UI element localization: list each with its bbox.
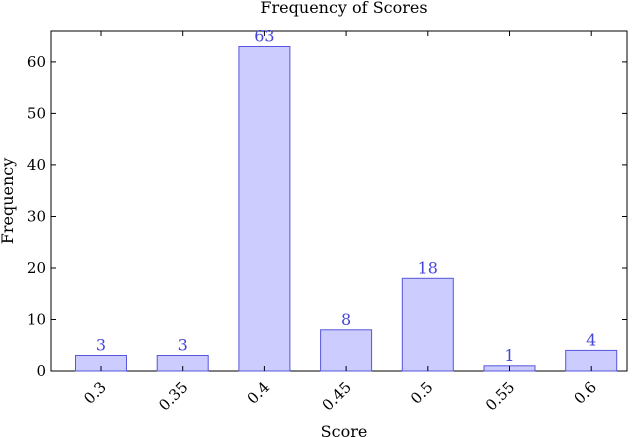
x-axis-label: Score: [321, 422, 368, 437]
y-tick-label: 10: [27, 311, 46, 329]
x-tick-label: 0.3: [80, 378, 110, 408]
chart-title: Frequency of Scores: [260, 0, 427, 17]
data-label: 3: [178, 336, 188, 355]
data-label: 3: [96, 336, 106, 355]
x-tick-label: 0.45: [319, 378, 355, 414]
bar-0.45: [320, 329, 373, 372]
bar-0.4: [238, 46, 291, 372]
y-tick-label: 50: [27, 104, 46, 122]
y-tick-label: 60: [27, 53, 46, 71]
data-label: 18: [418, 258, 438, 277]
y-tick-label: 30: [27, 208, 46, 226]
data-label: 1: [504, 346, 514, 365]
data-label: 8: [341, 310, 351, 329]
x-tick-label: 0.5: [407, 378, 437, 408]
x-tick-label: 0.55: [482, 378, 518, 414]
x-tick-label: 0.35: [155, 378, 191, 414]
bar-0.5: [401, 277, 454, 372]
plot-area-frame: [50, 30, 628, 372]
y-tick-label: 40: [27, 156, 46, 174]
x-tick-label: 0.4: [244, 378, 274, 408]
y-tick-label: 0: [36, 362, 46, 380]
x-tick-label: 0.6: [570, 378, 600, 408]
y-axis-label: Frequency: [0, 158, 17, 245]
data-label: 4: [586, 330, 596, 349]
y-tick-label: 20: [27, 259, 46, 277]
